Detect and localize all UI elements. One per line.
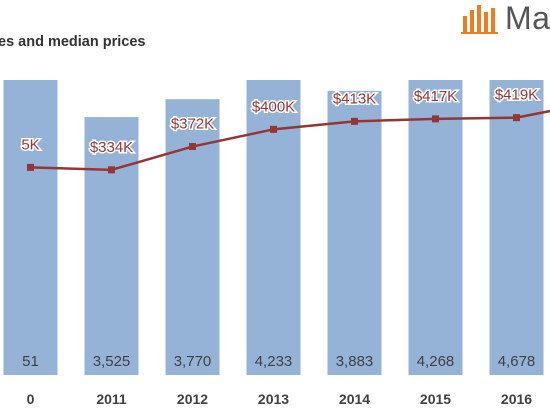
x-tick-label: 2012 <box>177 391 208 407</box>
bars <box>3 80 544 376</box>
bar <box>84 117 139 376</box>
bar <box>246 80 301 375</box>
median-price-line <box>27 109 550 174</box>
price-point <box>513 114 520 122</box>
bar-chart-logo-icon <box>461 5 498 34</box>
count-label: 4,233 <box>255 353 293 370</box>
bar <box>3 80 58 375</box>
x-tick-label: 2013 <box>258 391 289 407</box>
price-point <box>351 117 358 125</box>
count-label: 3,883 <box>336 353 374 370</box>
x-tick-label: 2016 <box>501 391 532 407</box>
count-label: 4,678 <box>498 353 536 370</box>
price-point <box>432 115 439 123</box>
x-tick-label: 2015 <box>420 391 451 407</box>
bar <box>489 80 544 375</box>
x-tick-label: 0 <box>27 391 35 407</box>
price-label: $417K <box>414 88 457 105</box>
price-label: 5K <box>21 136 39 153</box>
price-label: $334K <box>90 139 133 156</box>
price-label: $372K <box>171 116 214 133</box>
price-point <box>189 143 196 151</box>
count-label: 4,268 <box>417 353 455 370</box>
price-point <box>270 125 277 133</box>
price-line <box>30 109 550 172</box>
price-point <box>108 166 115 174</box>
bar <box>408 80 463 375</box>
price-label: $400K <box>252 98 295 115</box>
x-tick-label: 2011 <box>96 391 127 407</box>
count-label: 3,770 <box>174 353 212 370</box>
count-label: 51 <box>22 353 39 370</box>
price-label: $419K <box>495 87 538 104</box>
bar <box>165 99 220 375</box>
price-label: $413K <box>333 90 376 107</box>
chart-title: es and median prices <box>0 34 146 50</box>
brand-name: Ma <box>505 0 550 36</box>
bar <box>327 90 382 375</box>
data-labels: 51 0 3,525 2011 3,770 2012 4,233 2013 3,883 2014 4… <box>20 85 540 407</box>
count-label: 3,525 <box>93 353 131 370</box>
price-point <box>27 163 34 171</box>
x-tick-label: 2014 <box>339 391 370 407</box>
